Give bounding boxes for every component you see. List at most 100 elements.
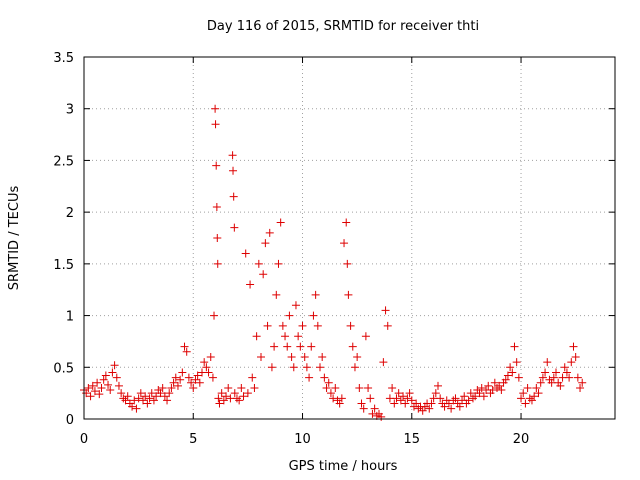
grid-lines bbox=[84, 57, 615, 419]
data-point bbox=[145, 394, 154, 403]
data-point bbox=[281, 332, 290, 341]
data-point bbox=[130, 396, 139, 405]
data-point bbox=[222, 392, 231, 401]
data-point bbox=[248, 373, 257, 382]
data-point bbox=[506, 363, 515, 372]
data-point bbox=[265, 228, 274, 237]
data-point bbox=[106, 386, 115, 395]
data-point bbox=[254, 259, 263, 268]
data-point bbox=[331, 383, 340, 392]
data-point bbox=[180, 342, 189, 351]
data-point bbox=[182, 347, 191, 356]
data-point bbox=[534, 389, 543, 398]
data-point bbox=[195, 378, 204, 387]
data-point bbox=[503, 371, 512, 380]
data-point bbox=[436, 394, 445, 403]
data-point bbox=[200, 358, 209, 367]
data-point bbox=[191, 375, 200, 384]
data-point bbox=[466, 389, 475, 398]
data-point bbox=[189, 383, 198, 392]
data-point bbox=[300, 352, 309, 361]
data-point bbox=[212, 161, 221, 170]
data-point bbox=[543, 358, 552, 367]
data-point bbox=[296, 342, 305, 351]
data-point bbox=[184, 373, 193, 382]
data-point bbox=[396, 396, 405, 405]
data-point bbox=[283, 342, 292, 351]
data-point bbox=[549, 373, 558, 382]
data-point bbox=[337, 394, 346, 403]
data-point bbox=[573, 373, 582, 382]
data-point bbox=[219, 396, 228, 405]
data-point bbox=[110, 361, 119, 370]
data-point bbox=[361, 332, 370, 341]
data-point bbox=[571, 352, 580, 361]
data-point bbox=[355, 383, 364, 392]
data-point bbox=[206, 352, 215, 361]
data-point bbox=[475, 389, 484, 398]
data-point bbox=[167, 383, 176, 392]
data-point bbox=[90, 387, 99, 396]
data-point bbox=[392, 394, 401, 403]
data-point bbox=[241, 249, 250, 258]
data-point bbox=[193, 371, 202, 380]
data-point bbox=[202, 363, 211, 372]
data-point bbox=[257, 352, 265, 361]
data-point bbox=[139, 396, 147, 405]
data-point bbox=[252, 332, 261, 341]
data-point bbox=[348, 342, 357, 351]
data-point bbox=[431, 389, 440, 398]
data-point bbox=[134, 394, 143, 403]
data-point bbox=[235, 396, 244, 405]
y-tick-label: 3.5 bbox=[53, 51, 74, 66]
data-point bbox=[346, 321, 355, 330]
data-point bbox=[340, 239, 349, 248]
y-tick-label: 1.5 bbox=[53, 258, 74, 273]
data-point bbox=[399, 392, 408, 401]
data-point bbox=[230, 223, 239, 232]
data-point bbox=[237, 383, 246, 392]
data-point bbox=[230, 389, 239, 398]
data-point bbox=[121, 396, 130, 405]
data-point bbox=[565, 373, 574, 382]
data-point bbox=[104, 380, 113, 389]
data-point bbox=[208, 373, 217, 382]
data-point bbox=[536, 378, 545, 387]
data-points bbox=[80, 104, 587, 421]
data-point bbox=[388, 383, 397, 392]
data-point bbox=[88, 381, 97, 390]
y-tick-label: 3 bbox=[66, 103, 74, 118]
y-tick-label: 0 bbox=[66, 413, 74, 428]
data-point bbox=[322, 383, 331, 392]
data-point bbox=[101, 371, 110, 380]
data-point bbox=[287, 352, 296, 361]
data-point bbox=[114, 381, 123, 390]
data-point bbox=[370, 404, 379, 413]
data-point bbox=[187, 378, 196, 387]
data-point bbox=[326, 389, 335, 398]
data-point bbox=[407, 396, 416, 405]
data-point bbox=[350, 363, 359, 372]
data-point bbox=[521, 399, 530, 408]
data-point bbox=[228, 151, 237, 160]
data-point bbox=[541, 368, 550, 377]
data-point bbox=[149, 396, 158, 405]
data-point bbox=[394, 389, 403, 398]
data-point bbox=[464, 396, 473, 405]
data-point bbox=[117, 389, 126, 398]
data-point bbox=[263, 321, 272, 330]
data-point bbox=[291, 301, 300, 310]
data-point bbox=[285, 311, 294, 320]
data-point bbox=[246, 280, 255, 289]
data-point bbox=[412, 399, 421, 408]
data-point bbox=[377, 412, 386, 421]
data-point bbox=[239, 392, 248, 401]
data-point bbox=[171, 373, 180, 382]
data-point bbox=[381, 306, 390, 315]
data-point bbox=[270, 342, 279, 351]
data-point bbox=[425, 404, 434, 413]
data-point bbox=[97, 383, 106, 392]
data-point bbox=[274, 259, 283, 268]
data-point bbox=[418, 406, 427, 415]
data-point bbox=[276, 218, 285, 227]
